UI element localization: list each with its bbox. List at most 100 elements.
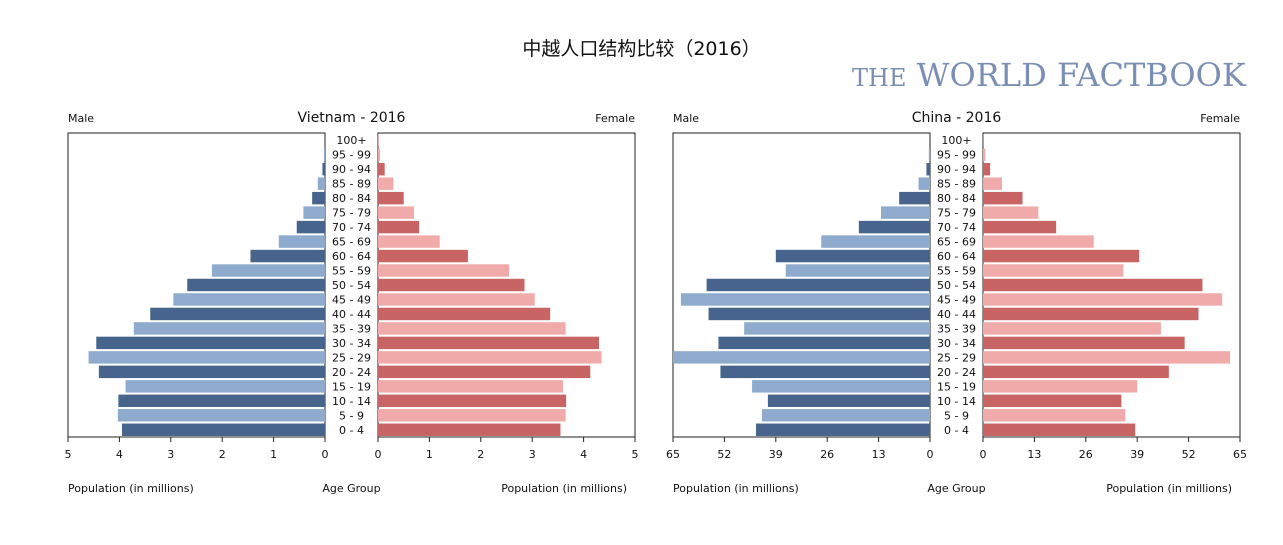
vietnam-female-bar — [378, 249, 468, 263]
china-male-bar — [706, 278, 930, 292]
vietnam-female-bar — [378, 148, 381, 161]
china-age-label: 90 - 94 — [937, 163, 976, 176]
world-factbook-logo: THE WORLD FACTBOOK — [852, 56, 1246, 94]
china-female-bar — [983, 249, 1140, 263]
china-age-label: 80 - 84 — [937, 192, 976, 205]
vietnam-female-bar — [378, 380, 564, 393]
vietnam-male-bar — [133, 322, 325, 335]
vietnam-male-bar — [117, 409, 325, 422]
vietnam-female-tick-label: 4 — [580, 448, 587, 461]
china-female-bar — [983, 162, 991, 176]
vietnam-male-bar — [278, 235, 325, 248]
china-age-label: 60 - 64 — [937, 250, 976, 263]
vietnam-male-bar — [312, 191, 325, 205]
china-male-bar — [744, 322, 930, 335]
vietnam-male-tick-label: 3 — [167, 448, 174, 461]
china-male-bar — [673, 351, 930, 364]
china-male-label: Male — [673, 112, 699, 125]
china-female-tick-label: 0 — [980, 448, 987, 461]
vietnam-age-label: 70 - 74 — [332, 221, 371, 234]
china-female-bar — [983, 380, 1138, 393]
vietnam-age-label: 35 - 39 — [332, 322, 371, 335]
vietnam-male-bar — [150, 307, 325, 321]
vietnam-female-bar — [378, 394, 567, 408]
vietnam-male-bar — [323, 148, 325, 161]
vietnam-age-label: 50 - 54 — [332, 279, 371, 292]
china-female-tick-label: 13 — [1027, 448, 1041, 461]
vietnam-age-label: 5 - 9 — [339, 409, 364, 422]
china-male-bar — [761, 409, 930, 422]
china-age-label: 5 - 9 — [944, 409, 969, 422]
vietnam-age-label: 40 - 44 — [332, 308, 371, 321]
vietnam-female-tick-label: 3 — [529, 448, 536, 461]
vietnam-age-label: 90 - 94 — [332, 163, 371, 176]
china-female-bar — [983, 322, 1161, 335]
vietnam-age-label: 30 - 34 — [332, 337, 371, 350]
vietnam-male-tick-label: 4 — [116, 448, 123, 461]
china-female-bar — [983, 293, 1223, 306]
china-age-label: 65 - 69 — [937, 236, 976, 249]
china-female-label: Female — [1200, 112, 1240, 125]
vietnam-age-label: 75 - 79 — [332, 207, 371, 220]
vietnam-female-bar — [378, 206, 414, 219]
vietnam-male-label: Male — [68, 112, 94, 125]
vietnam-male-tick-label: 5 — [65, 448, 72, 461]
china-male-tick-label: 0 — [927, 448, 934, 461]
vietnam-chart-title: Vietnam - 2016 — [298, 110, 406, 126]
page-title: 中越人口结构比较（2016） — [522, 38, 761, 60]
vietnam-female-bar — [378, 162, 385, 176]
china-age-label: 75 - 79 — [937, 207, 976, 220]
vietnam-age-label: 60 - 64 — [332, 250, 371, 263]
vietnam-male-bar — [211, 264, 325, 277]
vietnam-male-bar — [118, 394, 325, 408]
china-female-bar — [983, 220, 1057, 234]
china-male-bar — [752, 380, 930, 393]
china-female-bar — [983, 394, 1122, 408]
china-age-label: 25 - 29 — [937, 351, 976, 364]
vietnam-female-bar — [378, 307, 551, 321]
china-female-tick-label: 26 — [1079, 448, 1093, 461]
china-female-tick-label: 65 — [1233, 448, 1247, 461]
china-female-bar — [983, 148, 986, 161]
vietnam-age-label: 65 - 69 — [332, 236, 371, 249]
china-male-bar — [718, 336, 930, 350]
china-male-bar — [756, 423, 930, 436]
vietnam-male-bar — [296, 220, 325, 234]
china-female-bar — [983, 278, 1203, 292]
china-female-bar — [983, 423, 1136, 436]
china-male-bar — [880, 206, 930, 219]
china-age-label: 0 - 4 — [944, 424, 969, 437]
china-age-label: 40 - 44 — [937, 308, 976, 321]
vietnam-male-bar — [173, 293, 325, 306]
vietnam-female-bar — [378, 220, 420, 234]
china-male-tick-label: 26 — [820, 448, 834, 461]
china-xlabel-center: Age Group — [927, 482, 985, 495]
china-age-label: 95 - 99 — [937, 149, 976, 162]
vietnam-male-bar — [121, 423, 325, 436]
china-male-bar — [775, 249, 930, 263]
vietnam-age-label: 25 - 29 — [332, 351, 371, 364]
china-male-tick-label: 52 — [717, 448, 731, 461]
vietnam-male-bar — [187, 278, 325, 292]
china-female-bar — [983, 365, 1169, 379]
china-female-bar — [983, 177, 1002, 190]
vietnam-female-tick-label: 0 — [375, 448, 382, 461]
vietnam-male-bar — [96, 336, 326, 350]
china-xlabel-right: Population (in millions) — [1106, 482, 1232, 495]
vietnam-female-bar — [378, 264, 510, 277]
china-xlabel-left: Population (in millions) — [673, 482, 799, 495]
china-male-bar — [708, 307, 930, 321]
vietnam-xlabel-left: Population (in millions) — [68, 482, 194, 495]
china-male-bar — [928, 148, 930, 161]
vietnam-male-bar — [250, 249, 325, 263]
china-age-label: 30 - 34 — [937, 337, 976, 350]
china-male-tick-label: 39 — [769, 448, 783, 461]
china-male-bar — [858, 220, 930, 234]
china-age-label: 85 - 89 — [937, 178, 976, 191]
vietnam-female-bar — [378, 351, 602, 364]
china-female-tick-label: 52 — [1182, 448, 1196, 461]
china-male-bar — [767, 394, 930, 408]
vietnam-female-bar — [378, 134, 379, 147]
vietnam-male-tick-label: 2 — [219, 448, 226, 461]
